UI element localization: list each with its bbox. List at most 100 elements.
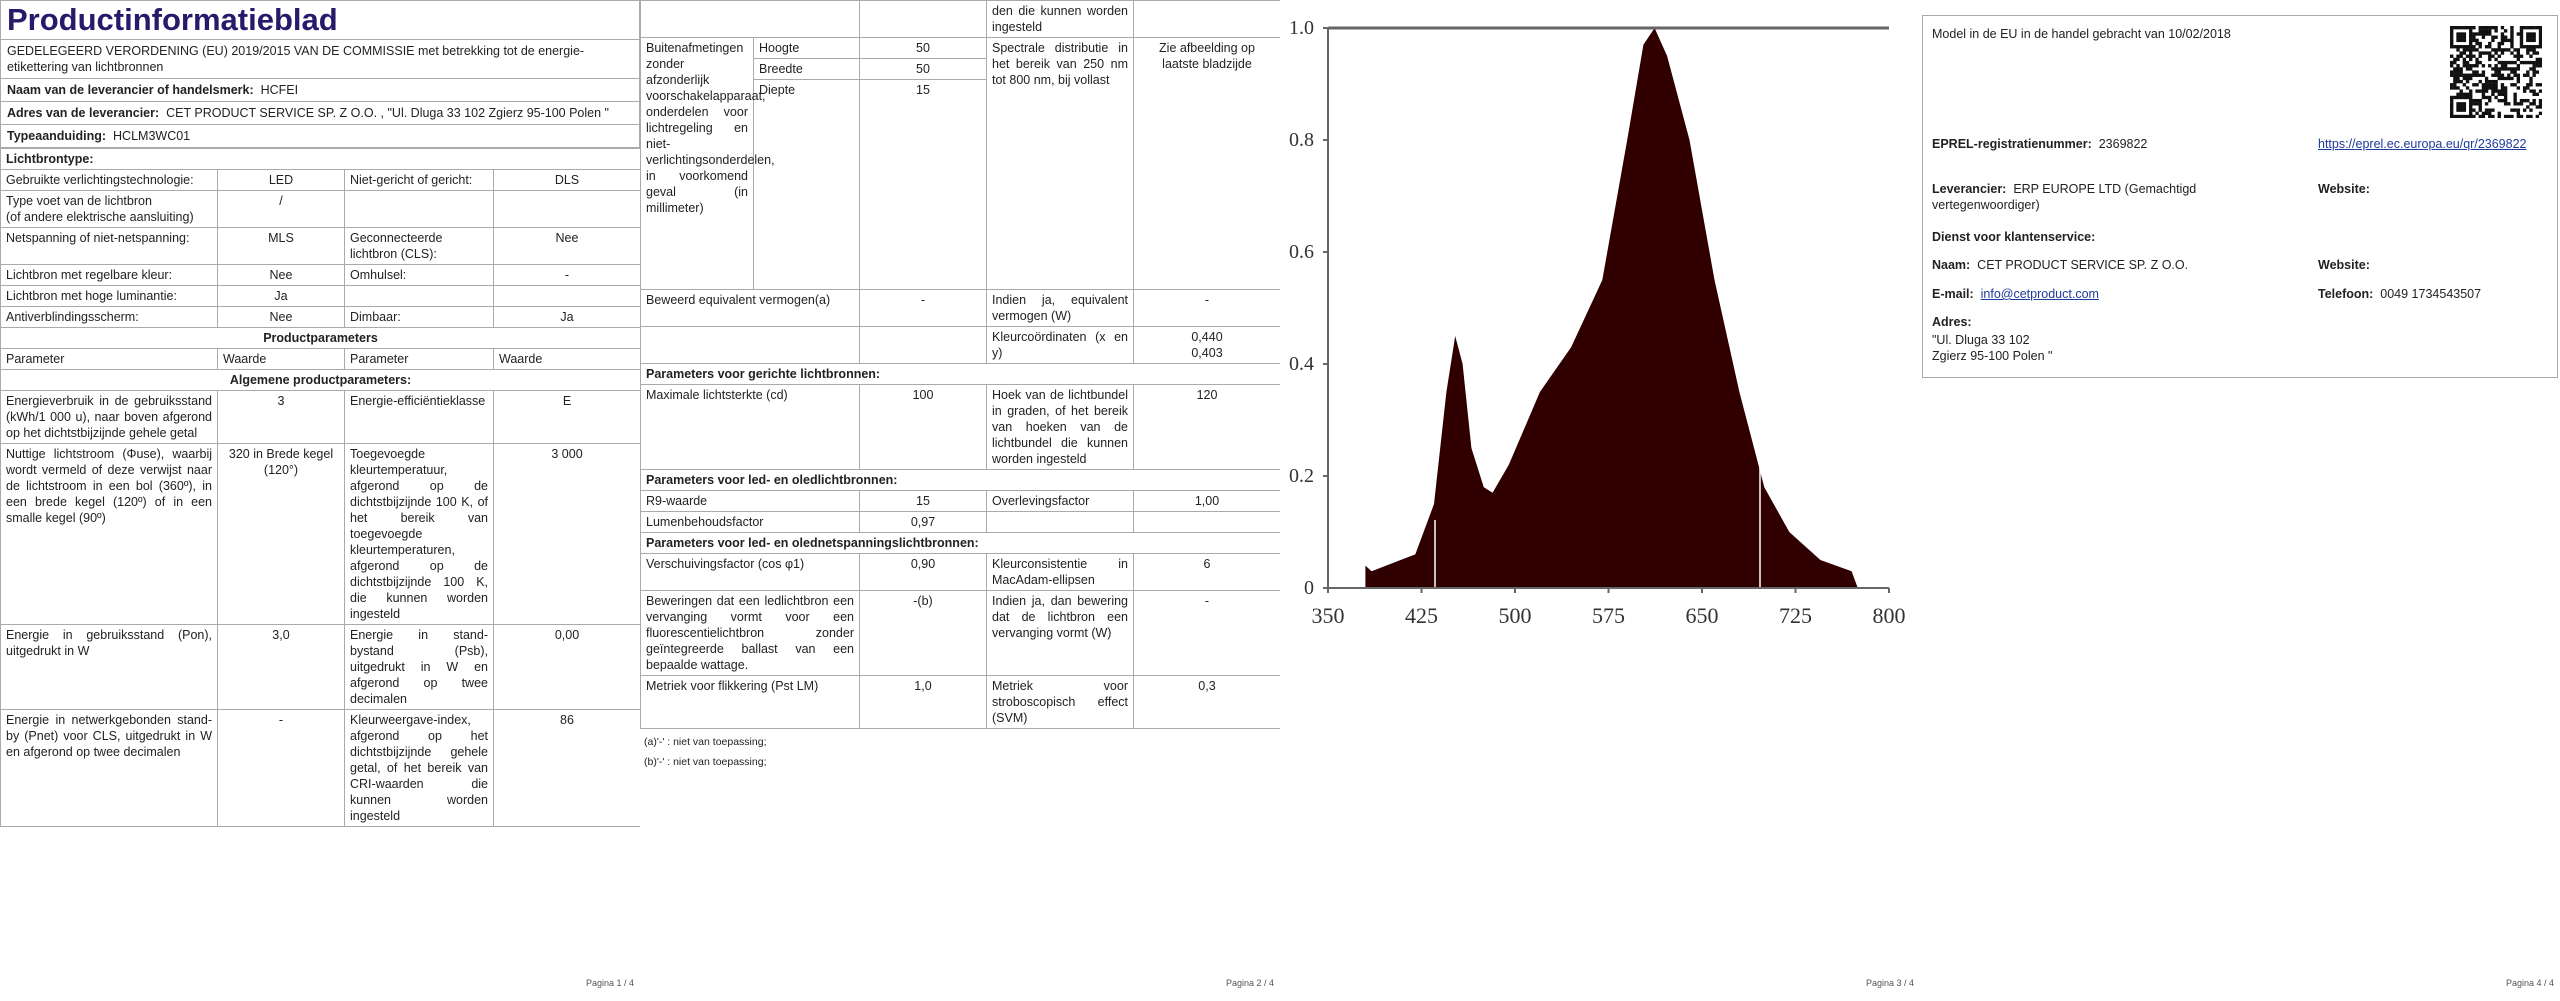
qr-module	[2491, 48, 2495, 52]
qr-module	[2465, 76, 2470, 81]
qr-module	[2488, 111, 2492, 116]
qr-module	[2481, 29, 2486, 33]
qr-module	[2481, 32, 2486, 36]
qr-module	[2507, 60, 2511, 65]
qr-module	[2478, 54, 2482, 58]
qr-module	[2494, 64, 2498, 68]
qr-module	[2469, 29, 2473, 33]
qr-module	[2538, 57, 2542, 62]
qr-module	[2519, 98, 2524, 103]
qr-module	[2459, 26, 2463, 30]
qr-module	[2500, 89, 2505, 93]
section-row: Parameters voor led- en olednetspannings…	[640, 532, 1280, 554]
qr-module	[2469, 92, 2473, 96]
qr-module	[2488, 95, 2492, 100]
qr-module	[2532, 51, 2536, 55]
qr-module	[2469, 76, 2473, 81]
qr-module	[2500, 64, 2505, 68]
parameter-row: Verschuivingsfactor (cos φ1) 0,90 Kleurcon…	[640, 553, 1280, 591]
parameter-value: Nee	[217, 306, 345, 328]
qr-module	[2484, 111, 2489, 116]
qr-module	[2472, 102, 2476, 106]
qr-module	[2478, 51, 2482, 55]
qr-module	[2478, 114, 2482, 118]
qr-module	[2526, 86, 2530, 90]
qr-module	[2526, 35, 2530, 39]
qr-module	[2513, 60, 2517, 65]
page-content: Productinformatieblad GEDELEGEERD VERORD…	[0, 0, 640, 970]
eprel-link[interactable]: https://eprel.ec.europa.eu/qr/2369822	[2318, 137, 2527, 151]
parameter-value: 0,90	[859, 553, 987, 591]
qr-module	[2459, 54, 2463, 58]
parameter-label: Omhulsel:	[344, 264, 494, 286]
qr-module	[2469, 38, 2473, 43]
qr-module	[2510, 45, 2514, 49]
qr-module	[2538, 45, 2542, 49]
label: Website:	[2318, 181, 2370, 197]
qr-module	[2472, 45, 2476, 49]
qr-module	[2513, 83, 2517, 87]
parameter-row: Type voet van de lichtbron (of andere el…	[0, 190, 640, 228]
dimension-value: 50	[859, 58, 987, 80]
qr-module	[2472, 26, 2476, 30]
parameter-value: 100	[859, 384, 987, 470]
qr-module	[2526, 105, 2530, 109]
qr-module	[2497, 73, 2501, 77]
dimension-value: 50	[859, 37, 987, 59]
qr-module	[2535, 92, 2540, 96]
qr-module	[2532, 45, 2536, 49]
parameter-value: 3 000	[493, 443, 640, 625]
qr-module	[2500, 83, 2505, 87]
qr-module	[2481, 51, 2486, 55]
y-tick-label: 0.6	[1289, 241, 1314, 263]
qr-module	[2519, 32, 2524, 36]
qr-module	[2453, 79, 2457, 84]
x-tick-label: 500	[1499, 603, 1532, 628]
qr-module	[2472, 83, 2476, 87]
qr-module	[2481, 64, 2486, 68]
qr-module	[2462, 35, 2467, 39]
page-number: Pagina 2 / 4	[1225, 978, 1274, 988]
qr-module	[2532, 98, 2536, 103]
qr-module	[2503, 95, 2508, 100]
qr-module	[2456, 76, 2460, 81]
qr-module	[2532, 102, 2536, 106]
qr-module	[2500, 35, 2505, 39]
qr-module	[2469, 48, 2473, 52]
parameter-label: Beweerd equivalent vermogen(a)	[640, 289, 860, 327]
section-heading: Parameters voor gerichte lichtbronnen:	[640, 363, 1280, 385]
qr-module	[2519, 114, 2524, 118]
parameter-value: LED	[217, 169, 345, 191]
qr-module	[2465, 92, 2470, 96]
qr-module	[2500, 26, 2505, 30]
qr-module	[2475, 98, 2479, 103]
parameter-row: Netspanning of niet-netspanning: MLS Gecon…	[0, 227, 640, 265]
parameter-label: Hoek van de lichtbundel in graden, of he…	[986, 384, 1134, 470]
qr-module	[2450, 41, 2454, 46]
qr-module	[2513, 95, 2517, 100]
qr-module	[2532, 48, 2536, 52]
parameter-label: Spectrale distributie in het bereik van …	[986, 37, 1134, 290]
parameter-label: Type voet van de lichtbron (of andere el…	[0, 190, 218, 228]
qr-module	[2500, 41, 2505, 46]
qr-module	[2465, 67, 2470, 71]
email-link[interactable]: info@cetproduct.com	[1980, 287, 2099, 301]
qr-module	[2469, 114, 2473, 118]
parameter-label: Nuttige lichtstroom (Φuse), waarbij word…	[0, 443, 218, 625]
qr-module	[2538, 26, 2542, 30]
parameter-value: Ja	[493, 306, 640, 328]
qr-module	[2503, 29, 2508, 33]
qr-module	[2450, 114, 2454, 118]
qr-module	[2453, 60, 2457, 65]
qr-module	[2456, 70, 2460, 74]
parameter-value: 15	[859, 490, 987, 512]
qr-module	[2469, 41, 2473, 46]
dimension-label: Hoogte	[753, 37, 860, 59]
section-label: Dienst voor klantenservice:	[1932, 229, 2095, 245]
qr-module	[2453, 57, 2457, 62]
qr-module	[2459, 51, 2463, 55]
qr-module	[2475, 83, 2479, 87]
qr-module	[2497, 45, 2501, 49]
section-heading: Parameters voor led- en oledlichtbronnen…	[640, 469, 1280, 491]
parameter-value: -	[1133, 590, 1280, 676]
